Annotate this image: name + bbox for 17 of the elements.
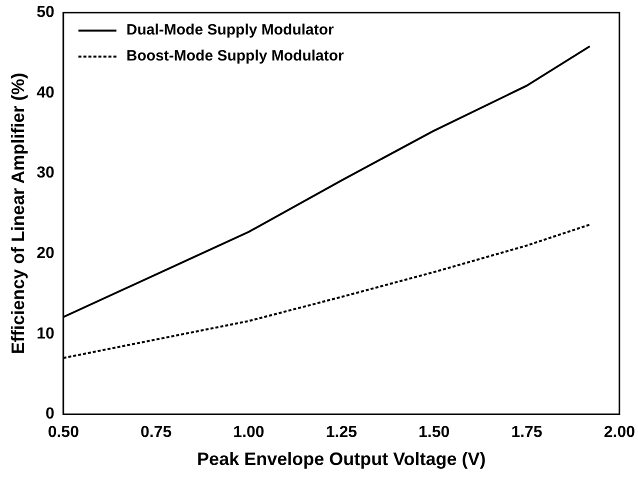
y-tick-label: 20: [36, 244, 54, 262]
x-tick-label: 1.00: [233, 424, 264, 442]
x-tick-label: 1.50: [418, 424, 450, 442]
x-axis-title: Peak Envelope Output Voltage (V): [197, 449, 486, 470]
y-tick-label: 10: [36, 325, 54, 342]
y-tick-label: 0: [45, 406, 54, 423]
x-tick-label: 0.75: [140, 424, 172, 442]
x-tick-label: 1.75: [511, 424, 542, 442]
legend-label: Dual-Mode Supply Modulator: [126, 22, 334, 39]
y-tick-label: 40: [36, 84, 54, 102]
y-tick-label: 30: [36, 164, 54, 182]
y-axis-title: Efficiency of Linear Amplifier (%): [8, 72, 28, 354]
legend-label: Boost-Mode Supply Modulator: [126, 48, 344, 65]
x-tick-label: 0.50: [48, 424, 80, 442]
x-tick-label: 2.00: [604, 424, 636, 442]
y-tick-label: 50: [36, 4, 54, 22]
x-tick-label: 1.25: [326, 424, 358, 442]
